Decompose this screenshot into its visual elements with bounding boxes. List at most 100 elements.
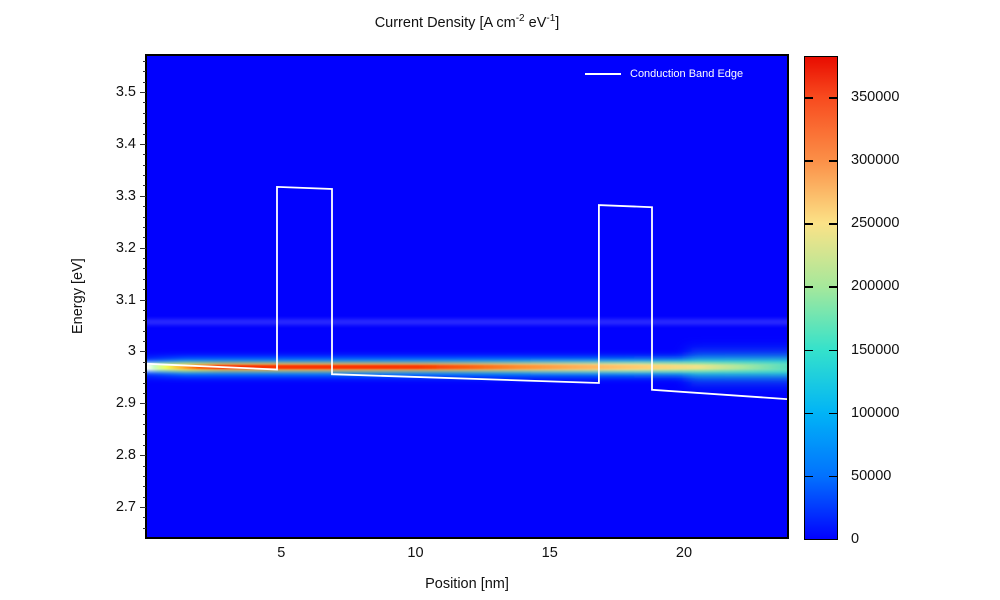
x-tick-label: 20 bbox=[675, 545, 693, 561]
y-minor-tick-mark bbox=[143, 81, 146, 83]
y-minor-tick-mark bbox=[143, 527, 146, 529]
y-tick-label: 3.5 bbox=[115, 84, 136, 100]
colorbar-tick-mark bbox=[829, 412, 837, 415]
colorbar-tick-label: 100000 bbox=[851, 404, 900, 421]
y-minor-tick-mark bbox=[143, 424, 146, 425]
colorbar-tick-label: 150000 bbox=[851, 341, 900, 358]
colorbar-tick-mark bbox=[805, 286, 813, 288]
y-tick-label: 3.4 bbox=[115, 135, 136, 152]
y-minor-tick-mark bbox=[143, 112, 146, 114]
y-minor-tick-mark bbox=[143, 278, 146, 280]
y-tick-label: 3.3 bbox=[115, 187, 136, 204]
y-minor-tick-mark bbox=[143, 133, 146, 135]
colorbar-tick-label: 300000 bbox=[851, 152, 900, 169]
colorbar-tick-label: 350000 bbox=[851, 89, 900, 106]
y-minor-tick-mark bbox=[143, 289, 146, 291]
y-minor-tick-mark bbox=[143, 444, 146, 446]
y-minor-tick-mark bbox=[143, 361, 146, 363]
y-major-tick-mark bbox=[140, 92, 146, 93]
y-minor-tick-mark bbox=[143, 496, 146, 498]
legend-label: Conduction Band Edge bbox=[630, 68, 744, 80]
heatmap-background bbox=[147, 56, 787, 537]
y-minor-tick-mark bbox=[143, 71, 146, 73]
y-minor-tick-mark bbox=[143, 102, 146, 104]
y-minor-tick-mark bbox=[143, 413, 146, 415]
y-minor-tick-mark bbox=[143, 206, 146, 208]
y-major-tick-mark bbox=[140, 143, 146, 145]
legend: Conduction Band Edge bbox=[585, 66, 743, 82]
y-major-tick-mark bbox=[140, 507, 146, 508]
y-minor-tick-mark bbox=[143, 175, 146, 176]
y-minor-tick-mark bbox=[143, 185, 146, 187]
y-major-tick-mark bbox=[140, 247, 146, 249]
y-minor-tick-mark bbox=[143, 330, 146, 332]
colorbar bbox=[804, 56, 838, 540]
heatmap-svg bbox=[147, 56, 787, 537]
y-tick-label: 2.7 bbox=[115, 499, 136, 515]
y-major-tick-mark bbox=[140, 299, 146, 301]
colorbar-tick-mark bbox=[829, 160, 837, 162]
y-minor-tick-mark bbox=[143, 465, 146, 467]
y-minor-tick-mark bbox=[143, 216, 146, 218]
chart-title-text-end: ] bbox=[555, 14, 560, 31]
chart-title-sup-1: -1 bbox=[546, 13, 556, 24]
y-minor-tick-mark bbox=[143, 382, 146, 384]
y-minor-tick-mark bbox=[143, 268, 146, 270]
chart-title-sup-2: -2 bbox=[515, 13, 525, 24]
colorbar-tick-label: 250000 bbox=[851, 215, 900, 232]
colorbar-tick-mark bbox=[805, 97, 813, 99]
colorbar-tick-mark bbox=[829, 223, 837, 225]
y-minor-tick-mark bbox=[143, 475, 146, 477]
y-minor-tick-mark bbox=[143, 123, 146, 125]
x-tick-label: 15 bbox=[541, 545, 558, 561]
colorbar-tick-label: 50000 bbox=[851, 467, 892, 484]
colorbar-tick-label: 200000 bbox=[851, 278, 900, 295]
y-major-tick-mark bbox=[140, 455, 146, 457]
y-minor-tick-mark bbox=[143, 341, 146, 342]
y-major-tick-mark bbox=[140, 351, 146, 353]
y-minor-tick-mark bbox=[143, 434, 146, 436]
y-tick-label: 2.9 bbox=[115, 395, 136, 412]
colorbar-tick-mark bbox=[805, 475, 813, 478]
y-minor-tick-mark bbox=[143, 517, 146, 519]
y-minor-tick-mark bbox=[143, 226, 146, 228]
y-major-tick-mark bbox=[140, 403, 146, 405]
colorbar-tick-mark bbox=[805, 349, 813, 352]
colorbar-tick-mark bbox=[805, 412, 813, 415]
colorbar-tick-mark bbox=[805, 223, 813, 225]
y-minor-tick-mark bbox=[143, 372, 146, 374]
streak-core bbox=[147, 365, 787, 369]
colorbar-tick-mark bbox=[829, 97, 837, 99]
chart-title-text: Current Density [A cm bbox=[374, 14, 516, 31]
y-minor-tick-mark bbox=[143, 486, 146, 488]
x-axis-label: Position [nm] bbox=[425, 576, 509, 592]
legend-line-sample bbox=[585, 73, 621, 75]
y-axis-label: Energy [eV] bbox=[70, 258, 86, 334]
colorbar-tick-mark bbox=[829, 475, 837, 478]
conduction-band-edge-line bbox=[147, 185, 787, 400]
y-tick-label: 3.1 bbox=[115, 291, 136, 308]
colorbar-tick-mark bbox=[829, 349, 837, 352]
y-minor-tick-mark bbox=[143, 164, 146, 166]
x-tick-label: 10 bbox=[407, 545, 424, 561]
heatmap-plot-area: Conduction Band Edge bbox=[147, 56, 787, 537]
y-major-tick-mark bbox=[140, 195, 146, 197]
y-minor-tick-mark bbox=[143, 309, 146, 311]
faint-resonance-band bbox=[147, 320, 787, 324]
y-tick-label: 3 bbox=[127, 343, 136, 360]
y-minor-tick-mark bbox=[143, 258, 146, 259]
x-tick-label: 5 bbox=[277, 545, 286, 561]
chart-title: Current Density [A cm-2 eV-1] bbox=[147, 13, 787, 31]
colorbar-tick-label: 0 bbox=[851, 531, 860, 547]
y-tick-label: 2.8 bbox=[115, 447, 136, 464]
chart-title-text-mid: eV bbox=[524, 14, 547, 31]
y-minor-tick-mark bbox=[143, 392, 146, 394]
y-minor-tick-mark bbox=[143, 237, 146, 239]
y-minor-tick-mark bbox=[143, 154, 146, 156]
colorbar-tick-mark bbox=[829, 286, 837, 288]
y-minor-tick-mark bbox=[143, 320, 146, 322]
y-minor-tick-mark bbox=[143, 60, 146, 62]
y-tick-label: 3.2 bbox=[115, 239, 136, 256]
colorbar-tick-mark bbox=[805, 160, 813, 162]
